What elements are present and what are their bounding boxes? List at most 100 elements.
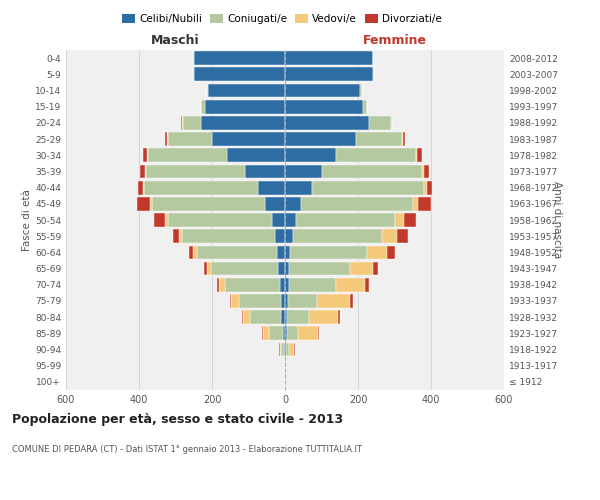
Bar [269, 326, 283, 340]
Bar [284, 342, 285, 356]
Bar [281, 294, 285, 308]
Bar [285, 342, 286, 356]
Bar [336, 278, 365, 291]
Bar [397, 230, 408, 243]
Bar [350, 262, 373, 276]
Text: Femmine: Femmine [362, 34, 427, 47]
Bar [350, 294, 353, 308]
Bar [296, 213, 395, 227]
Bar [197, 246, 277, 260]
Bar [356, 132, 402, 146]
Bar [168, 213, 272, 227]
Bar [418, 197, 431, 210]
Text: Maschi: Maschi [151, 34, 200, 47]
Bar [138, 180, 143, 194]
Bar [387, 246, 395, 260]
Bar [173, 230, 179, 243]
Bar [165, 132, 167, 146]
Bar [294, 342, 295, 356]
Bar [365, 278, 369, 291]
Bar [208, 84, 285, 98]
Bar [285, 310, 287, 324]
Bar [179, 230, 182, 243]
Bar [193, 68, 194, 81]
Bar [194, 68, 285, 81]
Bar [277, 246, 285, 260]
Bar [338, 310, 340, 324]
Bar [313, 180, 424, 194]
Bar [285, 132, 356, 146]
Bar [225, 278, 280, 291]
Bar [275, 230, 285, 243]
Bar [424, 180, 427, 194]
Bar [146, 164, 245, 178]
Y-axis label: Fasce di età: Fasce di età [22, 189, 32, 251]
Bar [285, 68, 373, 81]
Bar [285, 164, 322, 178]
Bar [285, 326, 287, 340]
Bar [285, 100, 364, 114]
Bar [265, 197, 285, 210]
Bar [287, 310, 309, 324]
Bar [217, 278, 220, 291]
Bar [243, 310, 250, 324]
Bar [298, 326, 318, 340]
Bar [285, 84, 360, 98]
Bar [168, 132, 212, 146]
Bar [212, 132, 285, 146]
Bar [279, 342, 280, 356]
Bar [250, 310, 281, 324]
Bar [427, 180, 432, 194]
Bar [288, 294, 317, 308]
Bar [262, 326, 263, 340]
Bar [285, 51, 373, 65]
Bar [203, 262, 206, 276]
Bar [154, 213, 165, 227]
Bar [227, 148, 285, 162]
Bar [145, 180, 257, 194]
Bar [148, 148, 227, 162]
Bar [416, 148, 418, 162]
Bar [418, 148, 422, 162]
Bar [290, 246, 367, 260]
Bar [242, 310, 243, 324]
Bar [281, 342, 284, 356]
Bar [140, 164, 145, 178]
Bar [309, 310, 338, 324]
Bar [285, 230, 293, 243]
Bar [284, 359, 285, 372]
Text: Popolazione per età, sesso e stato civile - 2013: Popolazione per età, sesso e stato civil… [12, 412, 343, 426]
Bar [318, 326, 319, 340]
Bar [402, 132, 403, 146]
Bar [287, 326, 298, 340]
Bar [183, 116, 201, 130]
Bar [181, 116, 182, 130]
Bar [245, 164, 285, 178]
Bar [369, 116, 391, 130]
Y-axis label: Anni di nascita: Anni di nascita [552, 182, 562, 258]
Bar [143, 148, 148, 162]
Bar [193, 51, 194, 65]
Bar [211, 262, 278, 276]
Bar [145, 164, 146, 178]
Bar [230, 294, 232, 308]
Bar [165, 213, 168, 227]
Bar [404, 213, 416, 227]
Bar [193, 246, 197, 260]
Bar [239, 294, 281, 308]
Bar [322, 164, 422, 178]
Bar [182, 230, 275, 243]
Bar [373, 68, 374, 81]
Bar [285, 262, 289, 276]
Bar [293, 230, 382, 243]
Bar [285, 213, 296, 227]
Bar [194, 51, 285, 65]
Bar [281, 310, 285, 324]
Bar [373, 262, 378, 276]
Bar [150, 197, 152, 210]
Bar [257, 180, 285, 194]
Bar [206, 262, 211, 276]
Bar [289, 342, 294, 356]
Bar [422, 164, 424, 178]
Legend: Celibi/Nubili, Coniugati/e, Vedovi/e, Divorziati/e: Celibi/Nubili, Coniugati/e, Vedovi/e, Di… [118, 10, 446, 29]
